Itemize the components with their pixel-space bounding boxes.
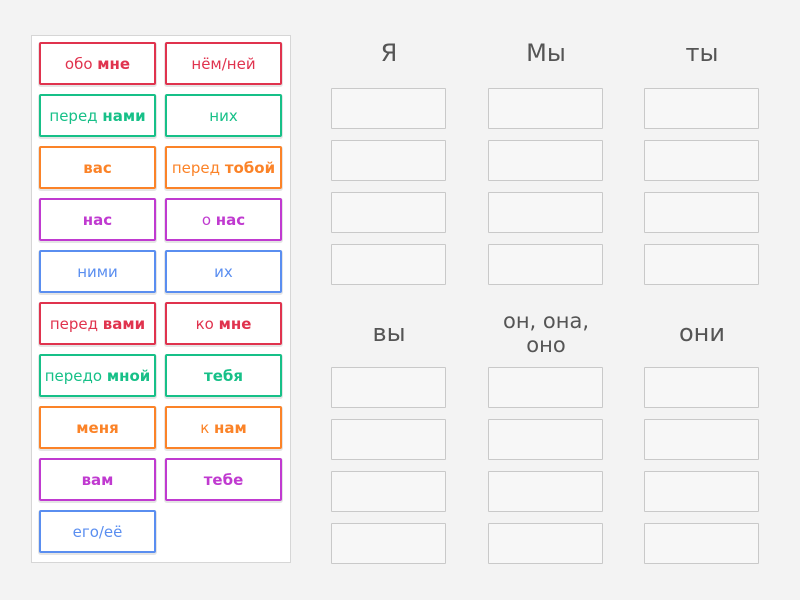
drop-slot[interactable] [488, 471, 603, 512]
answer-tile[interactable]: тебе [165, 458, 282, 501]
tile-text: их [214, 262, 233, 281]
drop-slot[interactable] [488, 523, 603, 564]
drop-slot[interactable] [331, 471, 446, 512]
drop-slot[interactable] [644, 367, 759, 408]
answer-tile[interactable]: перед тобой [165, 146, 282, 189]
tile-text: обо [64, 54, 98, 73]
answer-tile[interactable]: тебя [165, 354, 282, 397]
drop-slot[interactable] [331, 140, 446, 181]
drop-slot[interactable] [331, 367, 446, 408]
drop-slot[interactable] [644, 192, 759, 233]
answer-tile[interactable]: меня [39, 406, 156, 449]
drop-slot[interactable] [488, 367, 603, 408]
drop-slot[interactable] [644, 140, 759, 181]
tile-text: перед [49, 314, 103, 333]
tile-text-bold: мне [218, 314, 252, 333]
tile-text-bold: вами [102, 314, 146, 333]
answer-tile[interactable]: перед вами [39, 302, 156, 345]
tile-text: к [200, 418, 215, 437]
answer-tile[interactable]: передо мной [39, 354, 156, 397]
answer-tile[interactable]: нём/ней [165, 42, 282, 85]
category-heading: Мы [526, 39, 566, 67]
answer-tile[interactable]: ко мне [165, 302, 282, 345]
drop-slot[interactable] [488, 88, 603, 129]
drop-slot[interactable] [644, 244, 759, 285]
tile-text: перед [49, 106, 103, 125]
tile-text: о [201, 210, 216, 229]
tile-text: ними [77, 262, 118, 281]
answer-tile[interactable]: обо мне [39, 42, 156, 85]
drop-slot[interactable] [644, 419, 759, 460]
tile-text-bold: тобой [224, 158, 276, 177]
answer-tile[interactable]: его/её [39, 510, 156, 553]
category-heading: ты [685, 39, 719, 67]
answer-tile[interactable]: к нам [165, 406, 282, 449]
tile-text-bold: нам [214, 418, 247, 437]
tile-text: перед [171, 158, 225, 177]
category-heading: они [679, 319, 725, 347]
tile-text-bold: вам [81, 470, 114, 489]
tile-text: ко [195, 314, 219, 333]
drop-slot[interactable] [644, 523, 759, 564]
drop-slot[interactable] [331, 419, 446, 460]
tile-text-bold: нами [102, 106, 146, 125]
drop-slot[interactable] [331, 244, 446, 285]
answer-tile[interactable]: них [165, 94, 282, 137]
tile-text-bold: вас [83, 158, 112, 177]
tile-text-bold: нас [82, 210, 113, 229]
category-heading: вы [372, 319, 406, 347]
answer-tile[interactable]: о нас [165, 198, 282, 241]
tile-text: передо [44, 366, 107, 385]
drop-slot[interactable] [488, 244, 603, 285]
category-heading: Я [380, 39, 398, 67]
tile-text-bold: мне [97, 54, 131, 73]
drop-slot[interactable] [488, 419, 603, 460]
drop-slot[interactable] [331, 88, 446, 129]
tile-text-bold: меня [76, 418, 119, 437]
answer-tile[interactable]: вас [39, 146, 156, 189]
answer-tile[interactable]: их [165, 250, 282, 293]
answer-tile[interactable]: ними [39, 250, 156, 293]
tile-text-bold: тебя [204, 366, 243, 385]
tile-text: них [209, 106, 238, 125]
answer-tile[interactable]: нас [39, 198, 156, 241]
answer-tile[interactable]: вам [39, 458, 156, 501]
drop-slot[interactable] [644, 88, 759, 129]
category-heading: он, она, оно [502, 309, 590, 357]
tile-text: его/её [72, 522, 123, 541]
drop-slot[interactable] [331, 192, 446, 233]
tile-text-bold: мной [106, 366, 151, 385]
drop-slot[interactable] [488, 192, 603, 233]
drop-slot[interactable] [331, 523, 446, 564]
answer-tile[interactable]: перед нами [39, 94, 156, 137]
drop-slot[interactable] [488, 140, 603, 181]
tile-text-bold: тебе [203, 470, 244, 489]
tile-text-bold: нас [215, 210, 246, 229]
tile-text: нём/ней [191, 54, 256, 73]
drop-slot[interactable] [644, 471, 759, 512]
